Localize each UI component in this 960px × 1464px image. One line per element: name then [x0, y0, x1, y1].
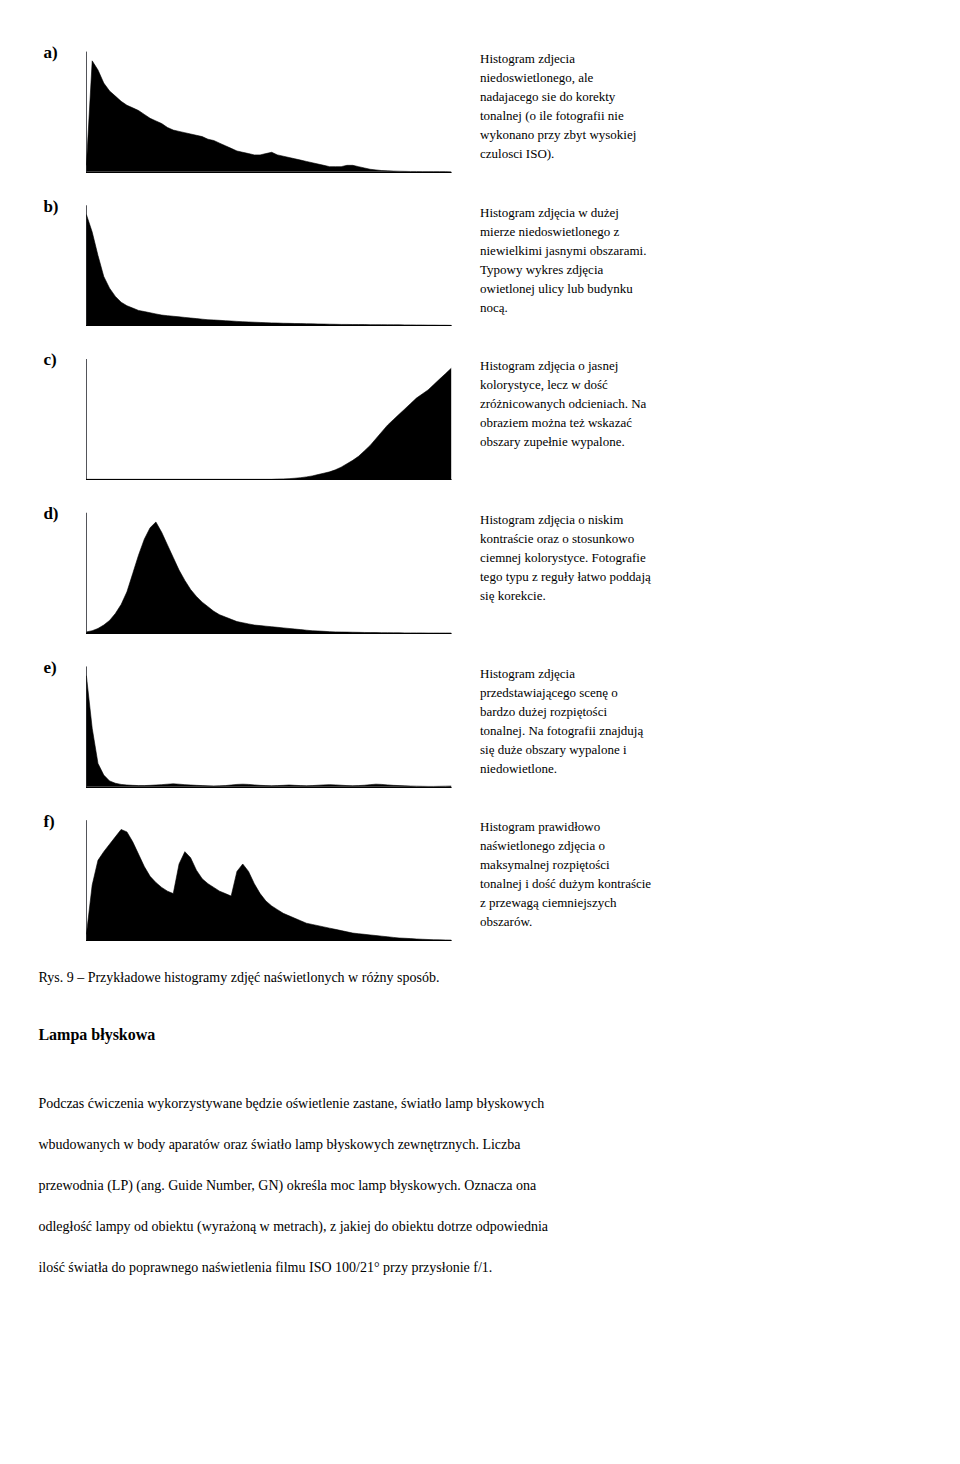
svg-text:Typowy wykres zdjęcia: Typowy wykres zdjęcia: [480, 262, 604, 277]
svg-text:niedowietlone.: niedowietlone.: [480, 761, 557, 776]
svg-text:niewielkimi jasnymi obszarami.: niewielkimi jasnymi obszarami.: [480, 243, 646, 258]
svg-text:nocą.: nocą.: [480, 300, 508, 315]
svg-text:tego typu z reguły łatwo podda: tego typu z reguły łatwo poddają: [480, 569, 651, 584]
svg-text:kontraście oraz o stosunkowo: kontraście oraz o stosunkowo: [480, 531, 634, 546]
svg-text:tonalnej (o ile fotografii nie: tonalnej (o ile fotografii nie: [480, 108, 624, 123]
svg-text:nadajacego sie do korekty: nadajacego sie do korekty: [480, 89, 616, 104]
svg-text:obszarów.: obszarów.: [480, 914, 532, 929]
svg-text:obraziem można też wskazać: obraziem można też wskazać: [480, 415, 632, 430]
svg-text:przewodnia (LP) (ang. Guide Nu: przewodnia (LP) (ang. Guide Number, GN) …: [38, 1178, 537, 1194]
svg-text:się duże obszary wypalone i: się duże obszary wypalone i: [480, 742, 627, 757]
svg-text:maksymalnej rozpiętości: maksymalnej rozpiętości: [480, 857, 610, 872]
svg-text:zróżnicowanych odcieniach. Na: zróżnicowanych odcieniach. Na: [480, 396, 647, 411]
svg-text:przedstawiającego scenę o: przedstawiającego scenę o: [480, 685, 618, 700]
svg-text:Histogram zdjecia: Histogram zdjecia: [480, 51, 575, 66]
svg-text:f): f): [43, 812, 54, 831]
svg-text:wykonano przy zbyt wysokiej: wykonano przy zbyt wysokiej: [480, 127, 636, 142]
svg-text:Histogram zdjęcia o jasnej: Histogram zdjęcia o jasnej: [480, 358, 618, 373]
svg-text:a): a): [43, 43, 57, 62]
svg-text:się korekcie.: się korekcie.: [480, 588, 546, 603]
svg-text:Podczas ćwiczenia wykorzystywa: Podczas ćwiczenia wykorzystywane będzie …: [38, 1096, 544, 1111]
svg-text:owietlonej ulicy lub budynku: owietlonej ulicy lub budynku: [480, 281, 633, 296]
svg-text:e): e): [43, 658, 56, 677]
svg-text:z przewagą ciemniejszych: z przewagą ciemniejszych: [480, 895, 617, 910]
svg-text:c): c): [43, 350, 56, 369]
svg-text:odległość lampy od obiektu (wy: odległość lampy od obiektu (wyrażoną w m…: [38, 1219, 548, 1235]
svg-text:kolorystyce, lecz w dość: kolorystyce, lecz w dość: [480, 377, 608, 392]
svg-text:Histogram zdjęcia: Histogram zdjęcia: [480, 666, 575, 681]
svg-text:Histogram prawidłowo: Histogram prawidłowo: [480, 819, 600, 834]
svg-text:ilość światła do poprawnego na: ilość światła do poprawnego naświetlenia…: [38, 1260, 492, 1275]
svg-text:ciemnej kolorystyce. Fotografi: ciemnej kolorystyce. Fotografie: [480, 550, 646, 565]
svg-text:Rys. 9 – Przykładowe histogram: Rys. 9 – Przykładowe histogramy zdjęć na…: [38, 970, 439, 985]
svg-text:d): d): [43, 504, 58, 523]
svg-text:Histogram zdjęcia w dużej: Histogram zdjęcia w dużej: [480, 205, 619, 220]
svg-text:obszary zupełnie wypalone.: obszary zupełnie wypalone.: [480, 434, 625, 449]
svg-text:Lampa błyskowa: Lampa błyskowa: [38, 1026, 155, 1044]
svg-text:niedoswietlonego, ale: niedoswietlonego, ale: [480, 70, 594, 85]
svg-text:tonalnej i dość dużym kontraśc: tonalnej i dość dużym kontraście: [480, 876, 651, 891]
svg-text:b): b): [43, 197, 58, 216]
svg-text:mierze niedoswietlonego z: mierze niedoswietlonego z: [480, 224, 620, 239]
svg-text:wbudowanych w body aparatów or: wbudowanych w body aparatów oraz światło…: [38, 1137, 521, 1152]
svg-text:naświetlonego zdjęcia o: naświetlonego zdjęcia o: [480, 838, 605, 853]
svg-text:tonalnej. Na fotografii znajdu: tonalnej. Na fotografii znajdują: [480, 723, 643, 738]
svg-text:bardzo dużej rozpiętości: bardzo dużej rozpiętości: [480, 704, 607, 719]
svg-text:czulosci ISO).: czulosci ISO).: [480, 146, 554, 161]
svg-text:Histogram zdjęcia o niskim: Histogram zdjęcia o niskim: [480, 512, 623, 527]
